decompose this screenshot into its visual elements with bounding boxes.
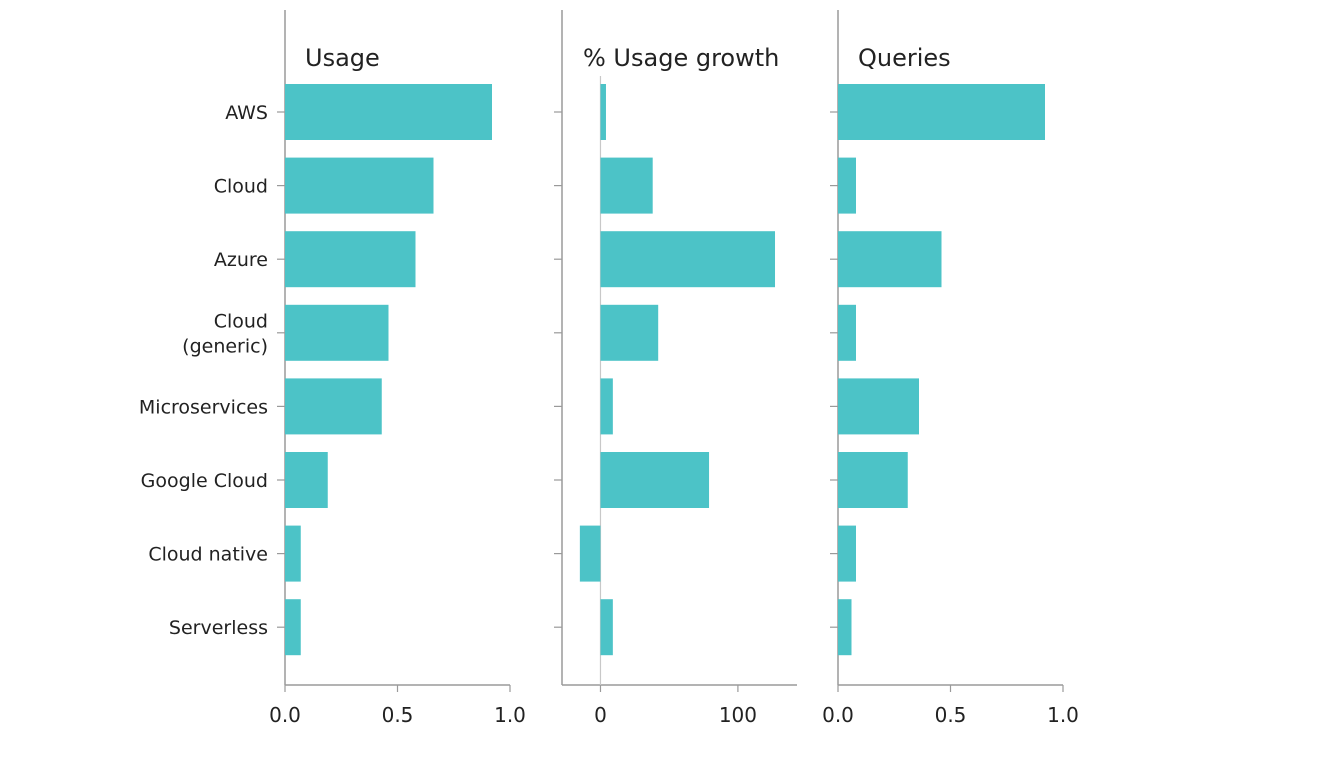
bar bbox=[838, 84, 1045, 140]
bar bbox=[600, 452, 710, 508]
category-label: Cloud (generic) bbox=[182, 310, 268, 357]
category-label: Cloud native bbox=[148, 544, 268, 566]
x-tick-label: 0.0 bbox=[822, 703, 854, 727]
bar bbox=[285, 84, 492, 140]
x-tick-label: 1.0 bbox=[494, 703, 526, 727]
bar bbox=[285, 157, 434, 214]
category-label: Google Cloud bbox=[141, 470, 268, 492]
bar bbox=[838, 304, 856, 361]
bar bbox=[285, 378, 382, 435]
bar bbox=[600, 599, 613, 656]
bar bbox=[285, 304, 389, 361]
x-tick-label: 0.5 bbox=[382, 703, 414, 727]
bar bbox=[285, 525, 301, 582]
bar bbox=[579, 525, 601, 582]
bar bbox=[600, 157, 653, 214]
panel-title: Usage bbox=[305, 44, 380, 72]
bar bbox=[838, 157, 856, 214]
bar bbox=[838, 231, 942, 288]
x-tick-label: 0.5 bbox=[935, 703, 967, 727]
bar bbox=[838, 599, 852, 656]
x-tick-label: 0 bbox=[594, 703, 607, 727]
bar bbox=[285, 452, 328, 508]
bar bbox=[838, 378, 919, 435]
x-tick-label: 100 bbox=[719, 703, 757, 727]
bar bbox=[600, 378, 613, 435]
x-tick-label: 0.0 bbox=[269, 703, 301, 727]
bar bbox=[600, 231, 776, 288]
bar bbox=[600, 84, 606, 140]
category-label: Cloud bbox=[214, 176, 268, 198]
category-label: Microservices bbox=[139, 396, 268, 418]
panel-title: Queries bbox=[858, 44, 951, 72]
bar bbox=[600, 304, 659, 361]
category-label: AWS bbox=[225, 102, 268, 124]
x-tick-label: 1.0 bbox=[1047, 703, 1079, 727]
bar bbox=[285, 599, 301, 656]
category-label: Azure bbox=[214, 249, 268, 271]
bar bbox=[838, 525, 856, 582]
bar bbox=[285, 231, 416, 288]
category-label: Serverless bbox=[169, 617, 268, 639]
bar bbox=[838, 452, 908, 508]
panel-title: % Usage growth bbox=[583, 44, 779, 72]
